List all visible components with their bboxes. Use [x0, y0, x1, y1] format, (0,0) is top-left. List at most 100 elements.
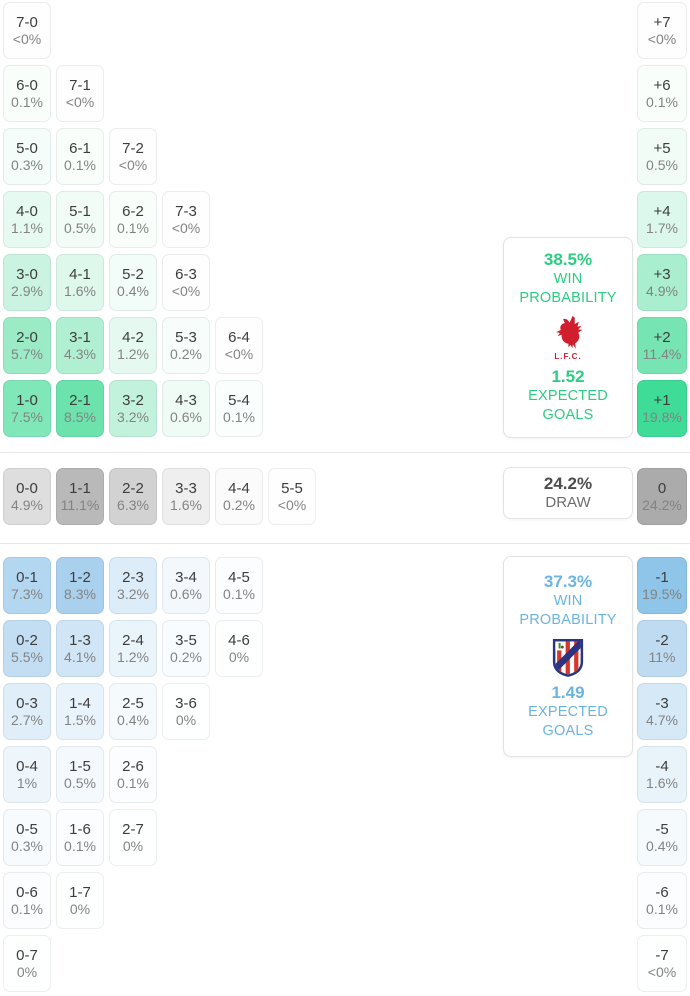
probability-value: 2.9%: [11, 283, 43, 299]
score-cell: 6-0 0.1%: [3, 65, 51, 122]
score-row: 0-7 0% -7 <0%: [0, 935, 690, 992]
score-cell: 3-1 4.3%: [56, 317, 104, 374]
draw-label: DRAW: [545, 494, 591, 512]
probability-value: 7.5%: [11, 409, 43, 425]
goal-diff-value: 0: [657, 480, 667, 497]
score-value: 3-5: [175, 632, 197, 649]
score-value: 2-0: [16, 329, 38, 346]
score-value: 0-0: [16, 480, 38, 497]
score-cell: 5-0 0.3%: [3, 128, 51, 185]
probability-value: <0%: [277, 497, 307, 513]
score-cell: 2-4 1.2%: [109, 620, 157, 677]
probability-value: 11%: [648, 649, 676, 665]
score-cell: 5-4 0.1%: [215, 380, 263, 437]
probability-value: <0%: [118, 157, 148, 173]
score-value: 1-3: [69, 632, 91, 649]
score-value: 7-3: [175, 203, 197, 220]
score-row: 7-0 <0% +7 <0%: [0, 2, 690, 59]
away-win-summary-box: 37.3% WIN PROBABILITY 1.49 EXPECTED GOAL: [503, 556, 633, 757]
score-cell: 1-5 0.5%: [56, 746, 104, 803]
draw-summary-box: 24.2% DRAW: [503, 467, 633, 519]
score-cell: 0-6 0.1%: [3, 872, 51, 929]
score-value: 1-6: [69, 821, 91, 838]
score-value: 4-0: [16, 203, 38, 220]
goal-diff-cell: -4 1.6%: [637, 746, 687, 803]
score-value: 1-0: [16, 392, 38, 409]
score-cell: 7-2 <0%: [109, 128, 157, 185]
score-value: 1-1: [69, 480, 91, 497]
score-value: 3-0: [16, 266, 38, 283]
goal-diff-value: -1: [655, 569, 669, 586]
score-cell: 1-4 1.5%: [56, 683, 104, 740]
score-value: 2-5: [122, 695, 144, 712]
score-cell: 6-1 0.1%: [56, 128, 104, 185]
probability-value: 0.1%: [223, 409, 255, 425]
probability-value: 1%: [16, 775, 38, 791]
probability-value: 1.2%: [117, 346, 149, 362]
liverpool-crest-caption: L.F.C.: [554, 352, 582, 361]
score-value: 6-1: [69, 140, 91, 157]
goal-diff-value: +1: [653, 392, 671, 409]
goal-diff-cell: +1 19.8%: [637, 380, 687, 437]
probability-value: 7.3%: [11, 586, 43, 602]
score-cell: 1-2 8.3%: [56, 557, 104, 614]
probability-value: 0.4%: [117, 712, 149, 728]
probability-value: 0.1%: [646, 901, 678, 917]
score-cell: 1-1 11.1%: [56, 468, 104, 525]
probability-value: 1.2%: [117, 649, 149, 665]
score-value: 2-7: [122, 821, 144, 838]
score-value: 2-1: [69, 392, 91, 409]
home-win-probability-label: WIN PROBABILITY: [519, 271, 617, 307]
score-cell: 5-1 0.5%: [56, 191, 104, 248]
probability-value: 0.1%: [117, 220, 149, 236]
score-row: 6-0 0.1% 7-1 <0% +6 0.1%: [0, 65, 690, 122]
probability-value: 0.1%: [646, 94, 678, 110]
score-cell: 0-5 0.3%: [3, 809, 51, 866]
draw-score-grid: 0-0 4.9% 1-1 11.1% 2-2 6.3% 3-3 1.6% 4-4 0.2% 5-5 <…: [0, 468, 690, 531]
score-cell: 4-1 1.6%: [56, 254, 104, 311]
probability-value: 0%: [16, 964, 38, 980]
probability-value: 0.4%: [646, 838, 678, 854]
probability-value: <0%: [224, 346, 254, 362]
score-cell: 4-3 0.6%: [162, 380, 210, 437]
goal-diff-cell: -1 19.5%: [637, 557, 687, 614]
score-cell: 4-6 0%: [215, 620, 263, 677]
score-value: 2-4: [122, 632, 144, 649]
probability-value: 1.5%: [64, 712, 96, 728]
score-cell: 7-3 <0%: [162, 191, 210, 248]
section-divider: [0, 452, 690, 453]
goal-diff-cell: +2 11.4%: [637, 317, 687, 374]
score-cell: 0-1 7.3%: [3, 557, 51, 614]
score-value: 5-3: [175, 329, 197, 346]
home-win-summary-box: 38.5% WIN PROBABILITY L.F.C. 1.52 EXPECT…: [503, 237, 633, 438]
away-expected-goals-value: 1.49: [551, 683, 585, 702]
score-value: 0-5: [16, 821, 38, 838]
probability-value: 0.1%: [223, 586, 255, 602]
score-cell: 3-0 2.9%: [3, 254, 51, 311]
score-cell: 6-3 <0%: [162, 254, 210, 311]
probability-value: 4.7%: [646, 712, 678, 728]
score-value: 7-2: [122, 140, 144, 157]
liverpool-liver-bird-icon: [556, 315, 583, 349]
goal-diff-value: +2: [653, 329, 671, 346]
probability-value: 0%: [69, 901, 91, 917]
score-value: 3-1: [69, 329, 91, 346]
atletico-madrid-shield-icon: [552, 639, 584, 677]
atletico-madrid-crest: [551, 637, 585, 677]
probability-value: 4.9%: [646, 283, 678, 299]
score-cell: 1-7 0%: [56, 872, 104, 929]
probability-value: 11.4%: [642, 346, 682, 362]
score-cell: 4-0 1.1%: [3, 191, 51, 248]
score-value: 0-7: [16, 947, 38, 964]
probability-value: 6.3%: [117, 497, 149, 513]
probability-value: 1.7%: [646, 220, 678, 236]
score-row: 1-0 7.5% 2-1 8.5% 3-2 3.2% 4-3 0.6% 5-4 0.1% +1 19.…: [0, 380, 690, 437]
score-cell: 4-2 1.2%: [109, 317, 157, 374]
probability-value: 0.4%: [117, 283, 149, 299]
score-value: 4-3: [175, 392, 197, 409]
home-expected-goals-label: EXPECTED GOALS: [528, 388, 608, 424]
score-cell: 6-2 0.1%: [109, 191, 157, 248]
probability-value: 0.2%: [170, 649, 202, 665]
score-value: 2-2: [122, 480, 144, 497]
score-row: 0-1 7.3% 1-2 8.3% 2-3 3.2% 3-4 0.6% 4-5 0.1% -1 19.…: [0, 557, 690, 614]
